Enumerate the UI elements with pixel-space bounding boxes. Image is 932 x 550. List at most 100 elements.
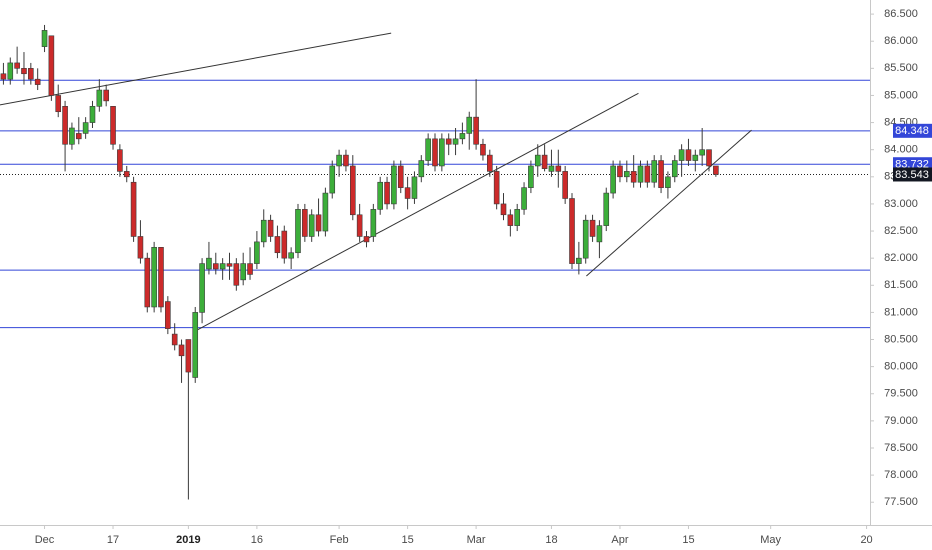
y-tick-label: 81.000 (884, 306, 918, 318)
x-tick-label: 17 (107, 534, 119, 546)
candle-body (21, 68, 27, 75)
candle-body (343, 154, 349, 167)
candle-body (377, 181, 383, 210)
candle-body (644, 165, 651, 183)
x-tick-label: 2019 (176, 534, 200, 546)
y-tick-label: 80.000 (884, 361, 918, 373)
candle-body (41, 30, 48, 47)
candle-body (493, 171, 500, 205)
candle-body (356, 214, 363, 237)
trendline (196, 92, 639, 331)
price-label-bg (893, 123, 932, 138)
x-tick-label: 18 (545, 534, 557, 546)
candle-body (391, 165, 397, 205)
candle-body (514, 209, 521, 226)
candle-body (185, 339, 192, 373)
candle-body (617, 165, 623, 178)
candle-body (473, 116, 479, 145)
candle-body (336, 154, 342, 167)
y-tick-label: 81.500 (884, 279, 918, 291)
candle-body (199, 263, 205, 313)
candle-body (247, 263, 253, 275)
candle-body (610, 165, 616, 194)
candle-body (507, 214, 514, 226)
candle-body (397, 165, 404, 188)
candle-body (75, 133, 82, 140)
candle-body (541, 154, 548, 169)
x-tick-label: Dec (35, 534, 55, 546)
candle-body (0, 73, 7, 80)
candle-body (62, 106, 68, 145)
y-tick-label: 86.500 (884, 8, 918, 20)
candle-body (651, 160, 658, 183)
candle-body (267, 219, 274, 237)
y-tick-label: 83.000 (884, 198, 918, 210)
candle-body (459, 133, 466, 140)
candle-body (82, 122, 89, 134)
candle-body (528, 165, 534, 188)
candle-body (596, 225, 603, 243)
candle-body (206, 257, 212, 270)
candle-body (452, 138, 459, 145)
candle-body (569, 198, 575, 264)
candle-body (425, 138, 431, 161)
x-tick-label: Mar (467, 534, 486, 546)
candle-body (418, 160, 425, 178)
trendline (0, 32, 392, 106)
candle-body (548, 165, 555, 172)
y-tick-label: 82.500 (884, 225, 918, 237)
candle-body (500, 203, 507, 216)
candle-body (240, 263, 246, 281)
candle-body (685, 149, 692, 161)
candle-body (665, 176, 671, 188)
candle-body (466, 116, 473, 134)
y-tick-label: 82.000 (884, 252, 918, 264)
candle-body (487, 154, 493, 172)
candle-body (302, 209, 308, 237)
candle-body (123, 171, 130, 178)
candle-body (445, 138, 452, 145)
candle-body (137, 236, 144, 259)
candle-body (315, 214, 322, 232)
candle-body (219, 263, 226, 270)
y-tick-label: 78.000 (884, 469, 918, 481)
candle-body (281, 230, 288, 259)
candle-body (151, 247, 157, 308)
candle-body (671, 160, 678, 178)
candle-body (603, 192, 610, 226)
candle-body (363, 236, 370, 243)
candle-body (295, 209, 301, 254)
x-tick-label: Apr (611, 534, 628, 546)
candle-body (658, 160, 664, 188)
candle-body (480, 143, 486, 156)
candle-body (226, 263, 233, 267)
candle-body (699, 149, 705, 156)
price-label: 84.348 (895, 125, 929, 137)
candle-body (89, 106, 96, 123)
candle-body (589, 219, 596, 237)
candle-body (576, 257, 582, 264)
x-tick-label: 20 (860, 534, 872, 546)
x-tick-label: 15 (682, 534, 694, 546)
candle-body (432, 138, 438, 167)
candle-body (165, 301, 171, 329)
candle-body (171, 333, 178, 346)
candle-body (411, 176, 418, 199)
candle-body (117, 149, 123, 172)
candle-body (110, 106, 116, 145)
x-tick-label: 15 (401, 534, 413, 546)
candle-body (678, 149, 685, 161)
y-tick-label: 85.000 (884, 89, 918, 101)
y-tick-label: 79.000 (884, 415, 918, 427)
candle-body (329, 165, 336, 194)
last-price-label: 83.543 (895, 169, 929, 181)
candle-body (384, 181, 390, 205)
y-tick-label: 77.500 (884, 496, 918, 508)
candle-body (404, 187, 411, 199)
candle-body (34, 78, 41, 85)
candle-body (713, 165, 719, 175)
candle-body (233, 263, 240, 286)
